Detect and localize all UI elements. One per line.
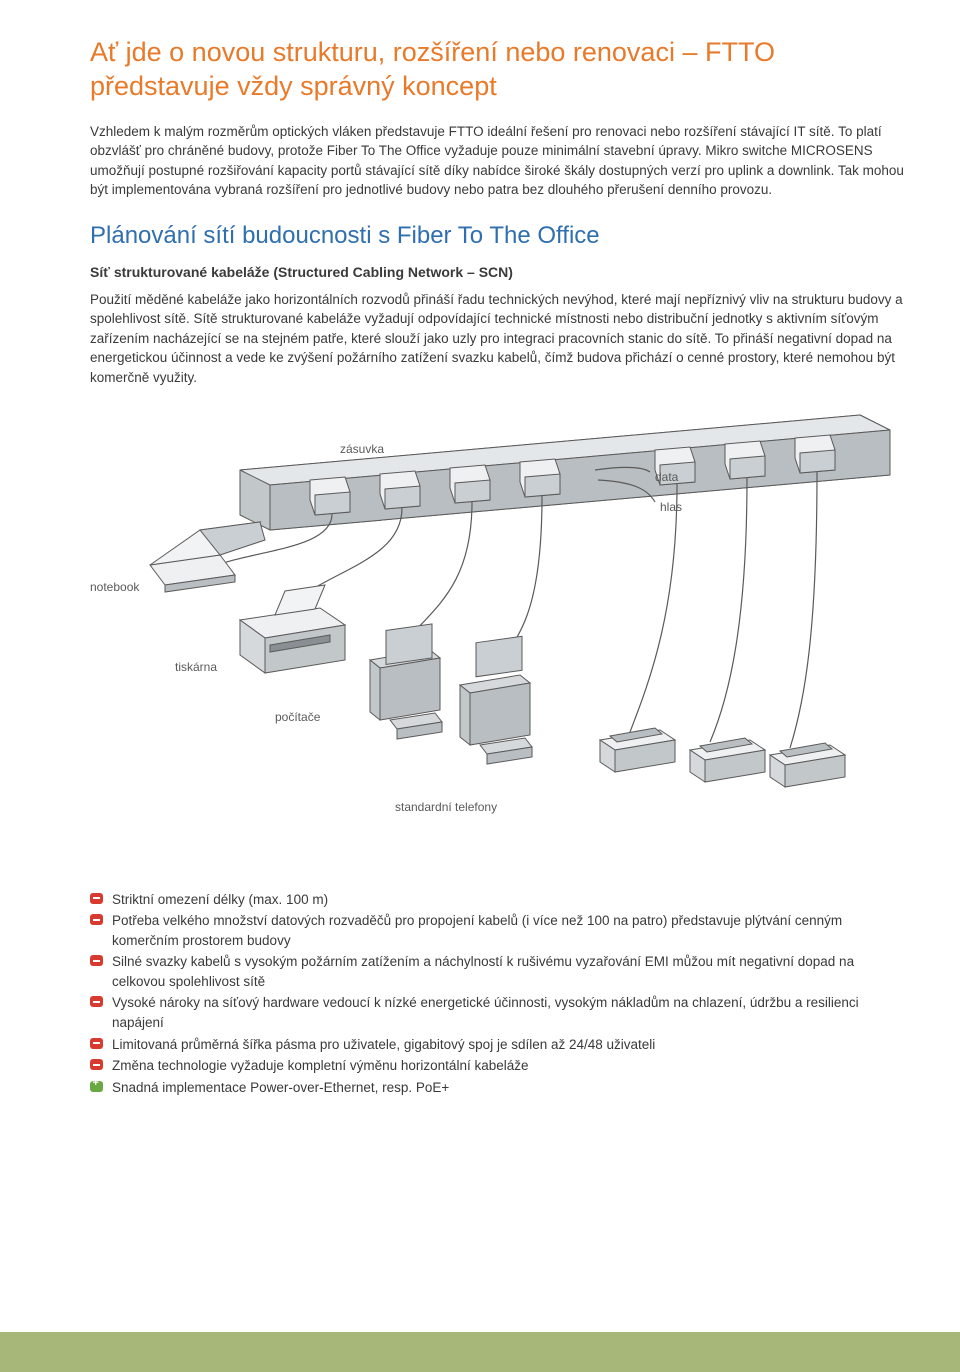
intro-paragraph: Vzhledem k malým rozměrům optických vlák… (90, 122, 910, 200)
label-zasuvka: zásuvka (340, 442, 384, 456)
label-data: data (655, 470, 678, 484)
footer-bar (0, 1332, 960, 1372)
label-pocitace: počítače (275, 710, 320, 724)
list-item: Limitovaná průměrná šířka pásma pro uživ… (90, 1035, 910, 1055)
list-item: Vysoké nároky na síťový hardware vedoucí… (90, 993, 910, 1032)
section-subhead: Síť strukturované kabeláže (Structured C… (90, 264, 910, 280)
page-title: Ať jde o novou strukturu, rozšíření nebo… (90, 36, 910, 104)
bullet-list: Striktní omezení délky (max. 100 m) Potř… (90, 890, 910, 1098)
scn-diagram: zásuvka data hlas notebook tiskárna počí… (90, 410, 910, 830)
list-item: Snadná implementace Power-over-Ethernet,… (90, 1078, 910, 1098)
section-paragraph: Použití měděné kabeláže jako horizontáln… (90, 290, 910, 388)
list-item: Změna technologie vyžaduje kompletní vým… (90, 1056, 910, 1076)
list-item: Potřeba velkého množství datových rozvad… (90, 911, 910, 950)
section-title: Plánování sítí budoucnosti s Fiber To Th… (90, 222, 910, 250)
list-item: Striktní omezení délky (max. 100 m) (90, 890, 910, 910)
label-hlas: hlas (660, 500, 682, 514)
label-notebook: notebook (90, 580, 139, 594)
label-telefony: standardní telefony (395, 800, 497, 814)
label-tiskarna: tiskárna (175, 660, 217, 674)
diagram-svg (90, 410, 910, 830)
list-item: Silné svazky kabelů s vysokým požárním z… (90, 952, 910, 991)
